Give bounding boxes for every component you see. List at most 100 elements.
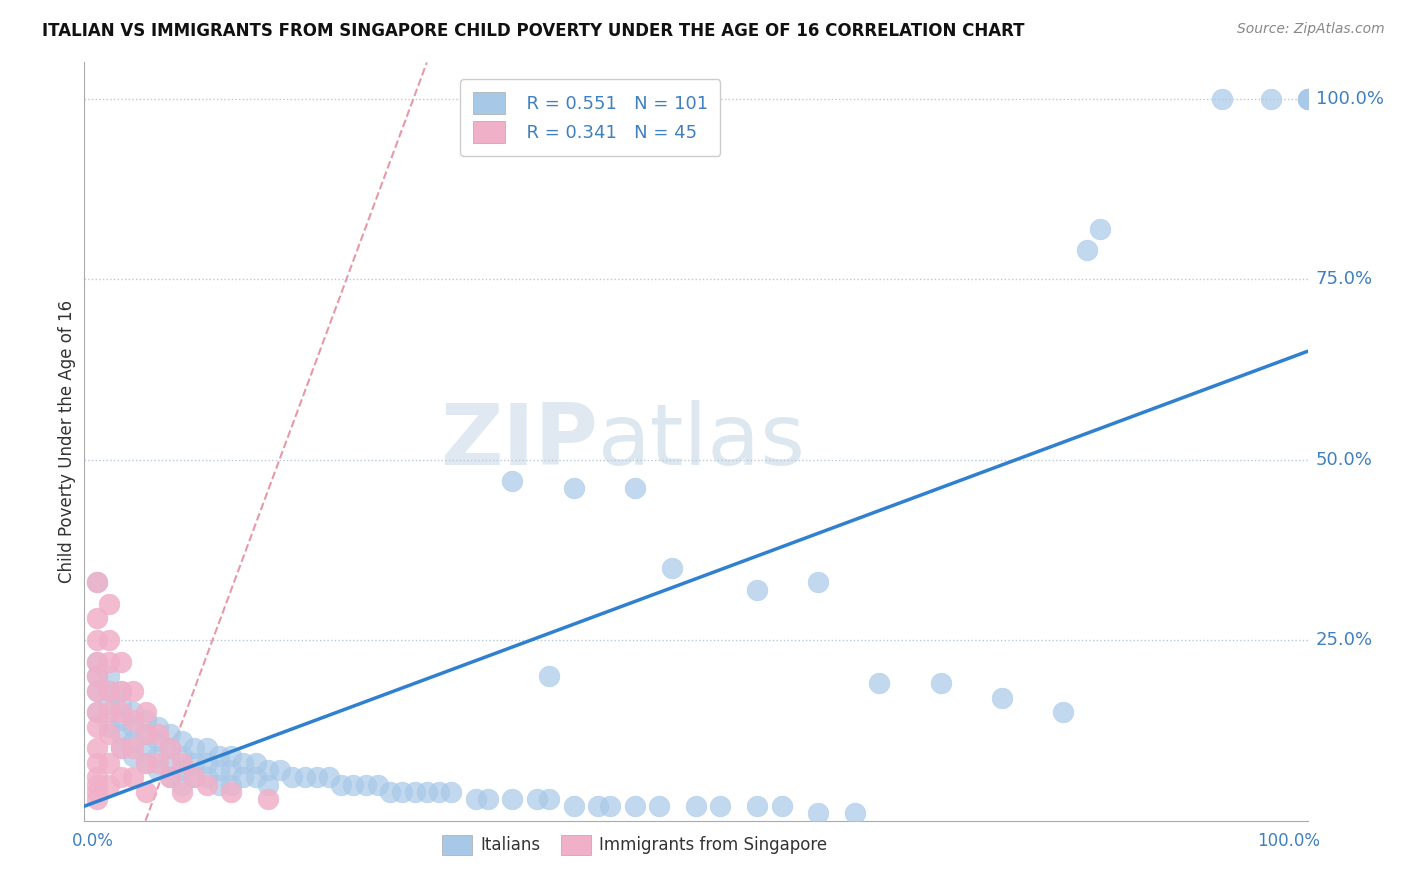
Point: [97, 698, 120, 712]
Point: [86, 655, 108, 669]
Point: [440, 785, 463, 799]
Text: 75.0%: 75.0%: [1316, 270, 1374, 288]
Point: [159, 770, 181, 784]
Point: [172, 734, 194, 748]
Point: [159, 741, 181, 756]
Point: [195, 741, 218, 756]
Point: [110, 741, 132, 756]
Point: [135, 706, 157, 720]
Point: [709, 799, 731, 814]
Point: [404, 785, 426, 799]
Point: [427, 785, 450, 799]
Point: [97, 633, 120, 648]
Point: [86, 706, 108, 720]
Point: [159, 741, 181, 756]
Text: 100.0%: 100.0%: [1316, 89, 1384, 108]
Point: [172, 778, 194, 792]
Point: [502, 475, 524, 489]
Point: [172, 785, 194, 799]
Point: [159, 727, 181, 741]
Point: [86, 575, 108, 590]
Point: [86, 778, 108, 792]
Point: [110, 683, 132, 698]
Point: [135, 741, 157, 756]
Point: [807, 575, 830, 590]
Point: [367, 778, 389, 792]
Point: [146, 756, 169, 770]
Point: [624, 482, 647, 496]
Point: [219, 785, 242, 799]
Point: [624, 799, 647, 814]
Point: [86, 683, 108, 698]
Point: [146, 748, 169, 763]
Point: [97, 756, 120, 770]
Point: [122, 720, 145, 734]
Point: [97, 706, 120, 720]
Point: [122, 706, 145, 720]
Point: [135, 756, 157, 770]
Point: [257, 763, 280, 777]
Point: [1211, 91, 1233, 105]
Point: [526, 792, 548, 806]
Point: [869, 676, 891, 690]
Point: [269, 763, 291, 777]
Point: [135, 713, 157, 727]
Point: [195, 756, 218, 770]
Point: [844, 806, 866, 821]
Point: [97, 683, 120, 698]
Point: [538, 792, 561, 806]
Point: [122, 748, 145, 763]
Point: [342, 778, 364, 792]
Y-axis label: Child Poverty Under the Age of 16: Child Poverty Under the Age of 16: [58, 300, 76, 583]
Point: [172, 756, 194, 770]
Point: [219, 778, 242, 792]
Point: [110, 727, 132, 741]
Point: [257, 778, 280, 792]
Point: [1052, 706, 1074, 720]
Point: [183, 770, 205, 784]
Point: [929, 676, 952, 690]
Point: [208, 778, 231, 792]
Point: [146, 763, 169, 777]
Point: [97, 720, 120, 734]
Point: [538, 669, 561, 683]
Point: [86, 785, 108, 799]
Point: [477, 792, 499, 806]
Point: [159, 770, 181, 784]
Point: [86, 655, 108, 669]
Point: [391, 785, 413, 799]
Point: [219, 763, 242, 777]
Point: [86, 575, 108, 590]
Point: [747, 799, 769, 814]
Point: [135, 727, 157, 741]
Point: [110, 713, 132, 727]
Point: [86, 669, 108, 683]
Point: [685, 799, 707, 814]
Legend: Italians, Immigrants from Singapore: Italians, Immigrants from Singapore: [436, 828, 834, 862]
Point: [232, 756, 254, 770]
Point: [807, 806, 830, 821]
Point: [122, 770, 145, 784]
Point: [159, 756, 181, 770]
Text: 25.0%: 25.0%: [1316, 632, 1374, 649]
Point: [110, 683, 132, 698]
Text: 50.0%: 50.0%: [1316, 450, 1372, 468]
Point: [770, 799, 793, 814]
Point: [354, 778, 377, 792]
Point: [747, 582, 769, 597]
Point: [86, 683, 108, 698]
Point: [232, 770, 254, 784]
Point: [86, 720, 108, 734]
Text: ITALIAN VS IMMIGRANTS FROM SINGAPORE CHILD POVERTY UNDER THE AGE OF 16 CORRELATI: ITALIAN VS IMMIGRANTS FROM SINGAPORE CHI…: [42, 22, 1025, 40]
Point: [110, 770, 132, 784]
Point: [86, 669, 108, 683]
Point: [586, 799, 609, 814]
Point: [135, 756, 157, 770]
Point: [183, 770, 205, 784]
Point: [281, 770, 304, 784]
Point: [97, 655, 120, 669]
Point: [330, 778, 353, 792]
Point: [245, 756, 267, 770]
Point: [1296, 91, 1319, 105]
Text: Source: ZipAtlas.com: Source: ZipAtlas.com: [1237, 22, 1385, 37]
